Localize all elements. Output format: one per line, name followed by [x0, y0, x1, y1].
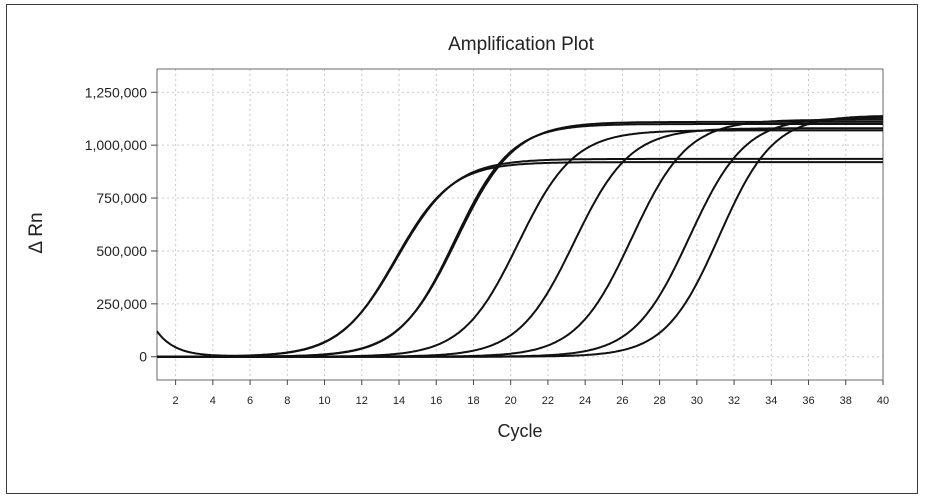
x-tick-label: 6: [247, 395, 253, 407]
x-tick-label: 14: [393, 395, 405, 407]
x-tick-label: 12: [356, 395, 368, 407]
x-tick-label: 38: [840, 395, 852, 407]
plot-area: [156, 68, 884, 381]
x-tick-label: 40: [877, 395, 889, 407]
amplification-curve-9: [157, 115, 883, 358]
x-axis-ticks: 2 4 6 8 10 12 14 16 18 20 22 24 26 28 30 32 34 36 38 40: [173, 380, 889, 407]
x-tick-label: 20: [505, 395, 517, 407]
y-tick-label: 500,000: [96, 243, 147, 259]
x-tick-label: 2: [173, 395, 179, 407]
amplification-curve-2: [157, 157, 883, 358]
y-tick-label: 750,000: [96, 190, 147, 206]
x-tick-label: 36: [802, 395, 814, 407]
y-tick-label: 1,250,000: [85, 84, 147, 100]
x-tick-label: 18: [467, 395, 479, 407]
y-tick-label: 250,000: [96, 296, 147, 312]
x-tick-label: 4: [210, 395, 216, 407]
x-axis-label: Cycle: [497, 421, 542, 441]
x-tick-label: 34: [765, 395, 777, 407]
chart-frame: [6, 4, 918, 494]
x-tick-label: 16: [430, 395, 442, 407]
x-tick-label: 26: [616, 395, 628, 407]
amplification-curves: [156, 115, 883, 358]
y-axis-label: Δ Rn: [26, 212, 47, 253]
x-tick-label: 8: [284, 395, 290, 407]
x-tick-label: 30: [691, 395, 703, 407]
x-tick-label: 28: [653, 395, 665, 407]
y-axis-ticks: 0 250,000 500,000 750,000 1,000,000 1,250,000: [85, 84, 157, 365]
grid-lines: [157, 69, 884, 380]
x-tick-label: 32: [728, 395, 740, 407]
x-tick-label: 24: [579, 395, 591, 407]
x-tick-label: 10: [318, 395, 330, 407]
y-tick-label: 0: [139, 349, 147, 365]
y-tick-label: 1,000,000: [85, 137, 147, 153]
amplification-curve-8: [157, 116, 883, 358]
x-tick-label: 22: [542, 395, 554, 407]
chart-title: Amplification Plot: [448, 34, 594, 55]
